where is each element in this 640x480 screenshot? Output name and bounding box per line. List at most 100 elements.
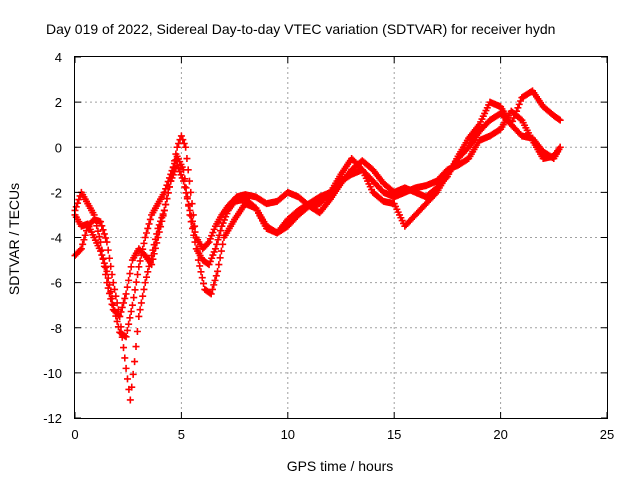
data-point [160,206,168,214]
data-point [188,217,196,225]
data-point [103,279,111,287]
data-point [111,285,119,293]
data-point [133,328,141,336]
data-point [188,200,196,208]
data-point [100,230,108,238]
data-point [143,229,151,237]
data-point [164,189,172,197]
data-point [131,358,139,366]
data-point [171,157,179,165]
data-point [219,240,227,248]
data-point [141,279,149,287]
data-point [134,271,142,279]
data-point [169,171,177,179]
data-point [80,236,88,244]
series-trace-1 [71,107,564,341]
data-point [99,226,107,234]
data-point [153,239,161,247]
data-point [105,289,113,297]
data-point [510,114,518,122]
y-tick-label: 2 [55,95,62,110]
data-point [212,272,220,280]
data-point [98,246,106,254]
data-point [123,283,131,291]
data-point [103,238,111,246]
data-point [210,281,218,289]
data-point [217,247,225,255]
data-point [173,143,181,151]
data-point [163,195,171,203]
data-point [206,257,214,265]
data-point [81,231,89,239]
y-tick-label: -8 [50,321,62,336]
data-point [91,216,99,224]
plot-frame [74,56,608,419]
data-point [126,314,134,322]
data-point [123,375,131,383]
data-point [103,267,111,275]
data-point [208,232,216,240]
data-point [141,234,149,241]
data-point [108,300,116,308]
data-point [144,268,152,276]
data-point [180,177,188,185]
data-point [113,299,121,307]
data-point [209,229,217,237]
data-point [97,247,105,255]
data-point [511,111,519,119]
data-point [178,174,186,182]
data-point [99,254,107,262]
data-point [79,240,87,248]
data-point [135,263,143,271]
data-point [556,116,564,124]
data-point [135,312,143,320]
y-tick-label: -10 [43,366,62,381]
data-point [207,290,215,298]
data-point [127,308,135,316]
data-point [556,143,564,151]
data-point [194,256,202,264]
data-point [125,276,133,284]
data-point [157,223,165,231]
data-point [196,262,204,270]
data-point [183,195,191,203]
data-point [517,115,525,123]
data-point [128,383,136,391]
data-point [507,121,515,129]
data-point [150,250,158,258]
data-point [129,370,137,378]
data-point [513,107,521,115]
data-point [127,263,135,271]
data-point [121,354,129,362]
y-tick-label: 0 [55,140,62,155]
data-point [116,312,124,320]
data-point [159,212,167,220]
data-point [132,278,140,286]
data-point [186,206,194,214]
data-point [104,284,112,292]
data-point [442,174,450,182]
data-point [122,290,130,298]
data-point [174,164,182,172]
data-point [215,261,223,269]
data-point [517,97,525,105]
data-point [107,262,115,270]
data-point [514,104,522,112]
data-point [77,245,85,253]
data-point [76,246,84,254]
data-point [125,320,133,328]
data-point [113,317,121,325]
data-point [179,136,187,144]
data-point [128,301,136,309]
data-point [95,233,103,241]
data-point [121,294,129,302]
data-point [97,218,105,226]
data-point [162,201,170,209]
data-point [158,217,166,225]
data-point [118,303,126,311]
data-point [187,212,195,220]
data-point [105,254,113,262]
series-trace-3 [71,87,564,320]
